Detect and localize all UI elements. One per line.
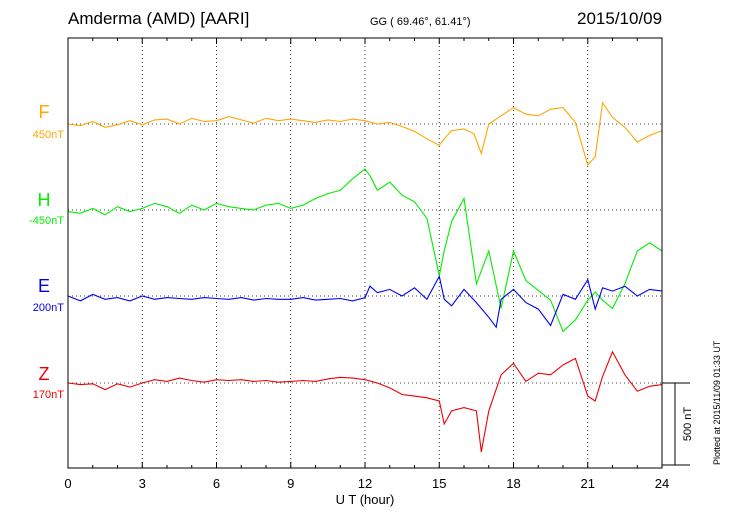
- x-tick-label: 18: [506, 476, 520, 491]
- station-title: Amderma (AMD) [AARI]: [68, 9, 250, 28]
- coordinates-label: GG ( 69.46°, 61.41°): [370, 16, 471, 28]
- x-tick-label: 6: [213, 476, 220, 491]
- series-line-f: [67, 101, 663, 167]
- x-tick-label: 12: [358, 476, 372, 491]
- series-offset-f: 450nT: [33, 129, 64, 141]
- series-line-z: [67, 350, 663, 452]
- x-tick-label: 24: [655, 476, 669, 491]
- scale-bar: 500 nT: [662, 382, 694, 466]
- series-name-f: F: [39, 102, 50, 122]
- x-tick-label: 3: [139, 476, 146, 491]
- x-tick-label: 21: [581, 476, 595, 491]
- x-axis-title: U T (hour): [336, 492, 395, 507]
- series-name-e: E: [38, 276, 50, 296]
- series-name-z: Z: [39, 364, 50, 384]
- series-offset-z: 170nT: [33, 389, 64, 401]
- series-line-e: [67, 274, 663, 329]
- series-name-h: H: [38, 190, 51, 210]
- x-axis: 0 3 6 9 12 15 18 21 24: [64, 38, 669, 491]
- x-tick-label: 0: [64, 476, 71, 491]
- x-tick-label: 15: [432, 476, 446, 491]
- date-label: 2015/10/09: [577, 9, 663, 28]
- series-layer: F 450nT H -450nT E 200nT Z 170nT: [29, 101, 663, 452]
- series-line-h: [67, 168, 663, 333]
- scale-bar-label: 500 nT: [682, 407, 694, 442]
- series-offset-h: -450nT: [29, 215, 64, 227]
- x-tick-label: 9: [287, 476, 294, 491]
- series-offset-e: 200nT: [33, 302, 64, 314]
- grid: [68, 38, 662, 468]
